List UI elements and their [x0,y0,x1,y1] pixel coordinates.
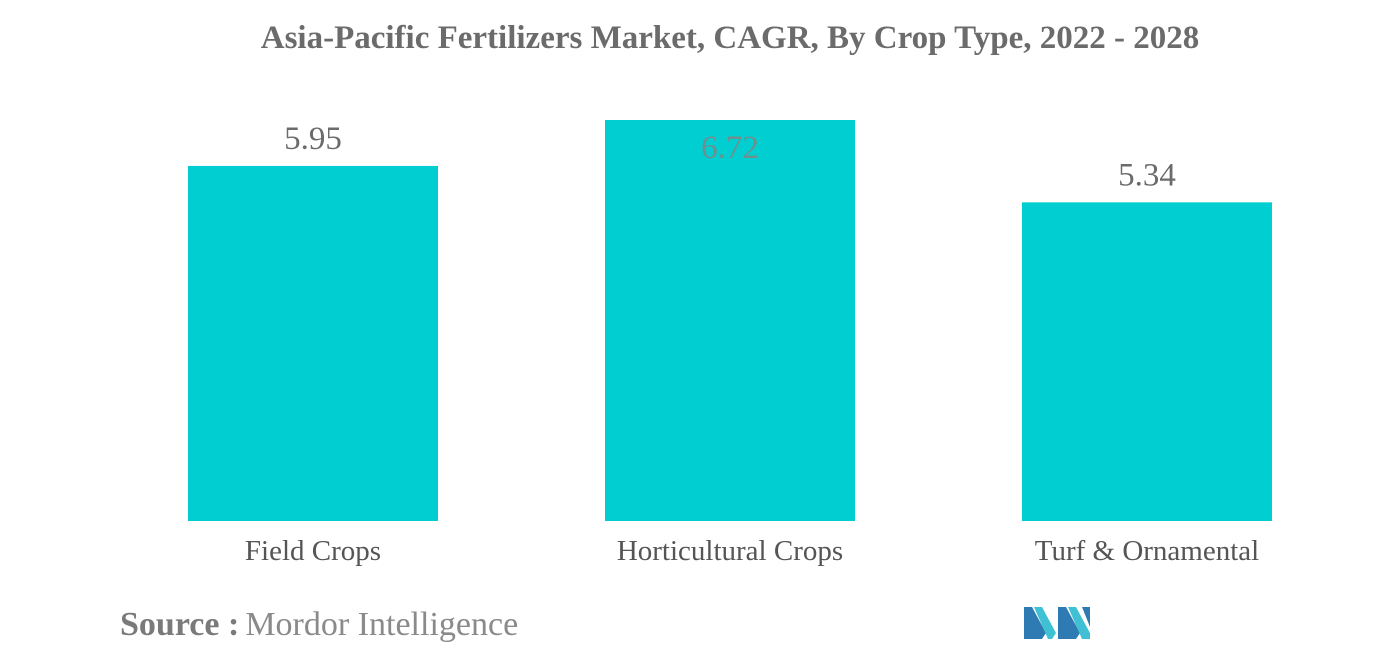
logo-shape-mid-right [1058,607,1080,639]
value-labels-layer: 5.95 6.72 5.34 [284,121,1176,193]
value-label: 5.34 [1118,157,1176,193]
source-footer: Source : Mordor Intelligence [120,606,518,644]
chart-title: Asia-Pacific Fertilizers Market, CAGR, B… [260,20,1200,56]
logo-shape-right [1068,607,1090,639]
category-label: Turf & Ornamental [1035,535,1259,567]
source-label: Source : [120,606,240,643]
category-label: Horticultural Crops [617,535,843,567]
logo-shape-edge [1082,607,1090,627]
bar-chart: 5.95 6.72 5.34 Field Crops Horticultural Cr… [188,120,1272,567]
category-labels-layer: Field Crops Horticultural Crops Turf & Orn… [245,535,1259,567]
bar-field-crops [188,165,438,521]
bars-layer [188,120,1272,522]
logo-shape-left [1024,607,1046,639]
source-value: Mordor Intelligence [245,606,519,643]
value-label: 5.95 [284,121,342,157]
logo-shape-mid-left [1034,607,1056,639]
category-label: Field Crops [245,535,381,567]
value-label: 6.72 [701,130,759,166]
bar-horticultural-crops [605,120,855,521]
mordor-intelligence-logo-icon [1024,607,1090,639]
bar-turf-ornamental [1022,202,1272,522]
